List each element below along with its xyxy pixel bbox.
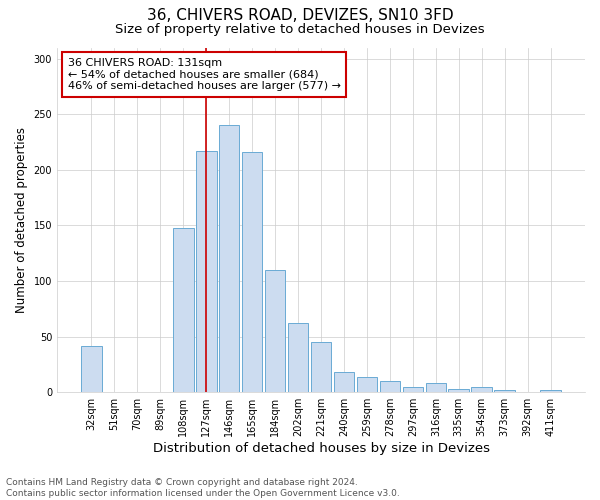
Bar [242,152,262,392]
Bar [311,342,331,392]
X-axis label: Distribution of detached houses by size in Devizes: Distribution of detached houses by size … [152,442,490,455]
Bar [81,346,102,392]
Bar [265,270,286,392]
Bar [356,376,377,392]
Text: 36, CHIVERS ROAD, DEVIZES, SN10 3FD: 36, CHIVERS ROAD, DEVIZES, SN10 3FD [146,8,454,22]
Bar [494,390,515,392]
Bar [173,228,194,392]
Text: Contains HM Land Registry data © Crown copyright and database right 2024.
Contai: Contains HM Land Registry data © Crown c… [6,478,400,498]
Bar [541,390,561,392]
Text: 36 CHIVERS ROAD: 131sqm
← 54% of detached houses are smaller (684)
46% of semi-d: 36 CHIVERS ROAD: 131sqm ← 54% of detache… [68,58,341,91]
Bar [288,324,308,392]
Bar [196,151,217,392]
Bar [380,381,400,392]
Bar [425,384,446,392]
Bar [334,372,355,392]
Y-axis label: Number of detached properties: Number of detached properties [15,127,28,313]
Bar [448,389,469,392]
Bar [403,386,423,392]
Text: Size of property relative to detached houses in Devizes: Size of property relative to detached ho… [115,22,485,36]
Bar [472,386,492,392]
Bar [219,126,239,392]
